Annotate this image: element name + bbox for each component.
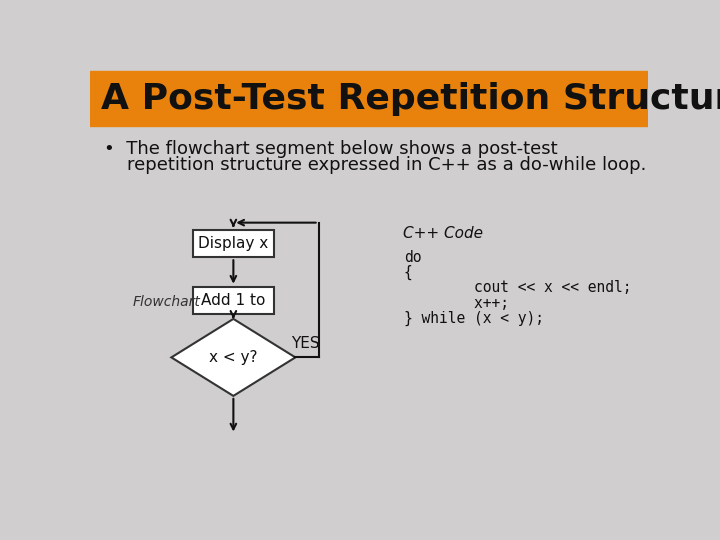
- Text: Display x: Display x: [198, 237, 269, 251]
- Text: x < y?: x < y?: [209, 350, 258, 365]
- Text: repetition structure expressed in C++ as a do-while loop.: repetition structure expressed in C++ as…: [104, 156, 647, 174]
- Bar: [90, 71, 648, 126]
- Text: {: {: [404, 265, 413, 280]
- Text: x++;: x++;: [404, 296, 509, 311]
- Text: Flowchart: Flowchart: [132, 295, 200, 309]
- Bar: [193, 231, 274, 257]
- Text: C++ Code: C++ Code: [402, 226, 482, 241]
- Polygon shape: [171, 319, 295, 396]
- Text: } while (x < y);: } while (x < y);: [404, 311, 544, 326]
- Text: cout << x << endl;: cout << x << endl;: [404, 280, 631, 295]
- Text: do: do: [404, 249, 421, 265]
- Text: •  The flowchart segment below shows a post-test: • The flowchart segment below shows a po…: [104, 140, 557, 158]
- Text: Add 1 to: Add 1 to: [201, 293, 266, 308]
- Text: YES: YES: [292, 336, 320, 351]
- Bar: [193, 287, 274, 314]
- Text: A Post-Test Repetition Structure: A Post-Test Repetition Structure: [101, 82, 720, 116]
